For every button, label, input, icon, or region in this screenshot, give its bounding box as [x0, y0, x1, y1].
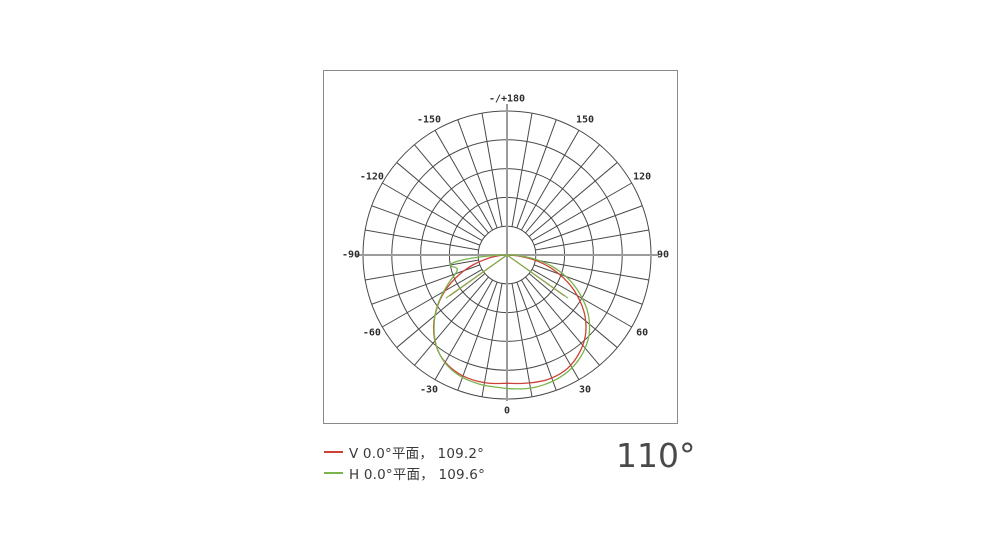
angle-tick-label: 30 [579, 385, 591, 396]
angle-tick-label: -/+180 [489, 94, 525, 105]
legend-label-h: H 0.0°平面， 109.6° [349, 467, 486, 483]
grid-spoke [533, 264, 643, 305]
grid-spoke [533, 205, 643, 246]
h-plane-curve [433, 254, 591, 390]
grid-spoke [516, 119, 557, 229]
angle-tick-label: 150 [576, 114, 594, 125]
grid-spoke [365, 229, 479, 251]
grid-spoke [511, 113, 533, 227]
grid-spoke [414, 276, 489, 366]
grid-spoke [516, 281, 557, 391]
angle-tick-label: 120 [633, 172, 651, 183]
angle-tick-label: 90 [657, 250, 669, 261]
grid-spoke [535, 259, 649, 281]
legend-label-v: V 0.0°平面， 109.2° [349, 446, 485, 462]
grid-spoke [528, 273, 618, 348]
grid-spoke [414, 144, 489, 234]
polar-chart-frame: 0 30 60 90 120 150 -/+180 -150 -120 -90 -60 -30 [323, 70, 678, 424]
grid-spoke [531, 182, 632, 242]
angle-tick-label: 60 [636, 328, 648, 339]
grid-spoke [520, 130, 580, 231]
h-beam-angle-marker [445, 254, 508, 299]
angle-tick-label: -150 [417, 114, 441, 125]
grid-spoke [396, 273, 486, 348]
legend-item-v: V 0.0°平面， 109.2° [324, 442, 485, 462]
legend-line-h-icon [324, 472, 343, 474]
grid-spoke [525, 276, 600, 366]
grid-spoke [382, 182, 483, 242]
grid-spoke [434, 130, 494, 231]
grid-spoke [371, 205, 481, 246]
grid-spoke [457, 281, 498, 391]
grid-spoke [481, 283, 503, 397]
grid-spoke [535, 229, 649, 251]
polar-chart: 0 30 60 90 120 150 -/+180 -150 -120 -90 -60 -30 [342, 94, 669, 417]
legend: V 0.0°平面， 109.2° H 0.0°平面， 109.6° [324, 442, 485, 483]
angle-tick-label: -90 [342, 250, 360, 261]
v-plane-curve [432, 254, 587, 385]
angle-tick-label: 0 [504, 406, 510, 417]
h-beam-angle-marker [506, 254, 569, 299]
grid-spoke [481, 113, 503, 227]
grid-spoke [396, 162, 486, 237]
grid-spoke [457, 119, 498, 229]
legend-line-v-icon [324, 451, 343, 453]
beam-angle-value: 110° [616, 436, 696, 475]
angle-tick-label: -60 [363, 328, 381, 339]
angle-tick-label: -120 [360, 172, 384, 183]
grid-spoke [525, 144, 600, 234]
grid-spoke [365, 259, 479, 281]
grid-spoke [528, 162, 618, 237]
grid-spoke [511, 283, 533, 397]
grid-spoke [371, 264, 481, 305]
grid-spoke [520, 279, 580, 380]
grid-spoke [382, 268, 483, 328]
angle-tick-label: -30 [420, 385, 438, 396]
legend-item-h: H 0.0°平面， 109.6° [324, 463, 485, 483]
